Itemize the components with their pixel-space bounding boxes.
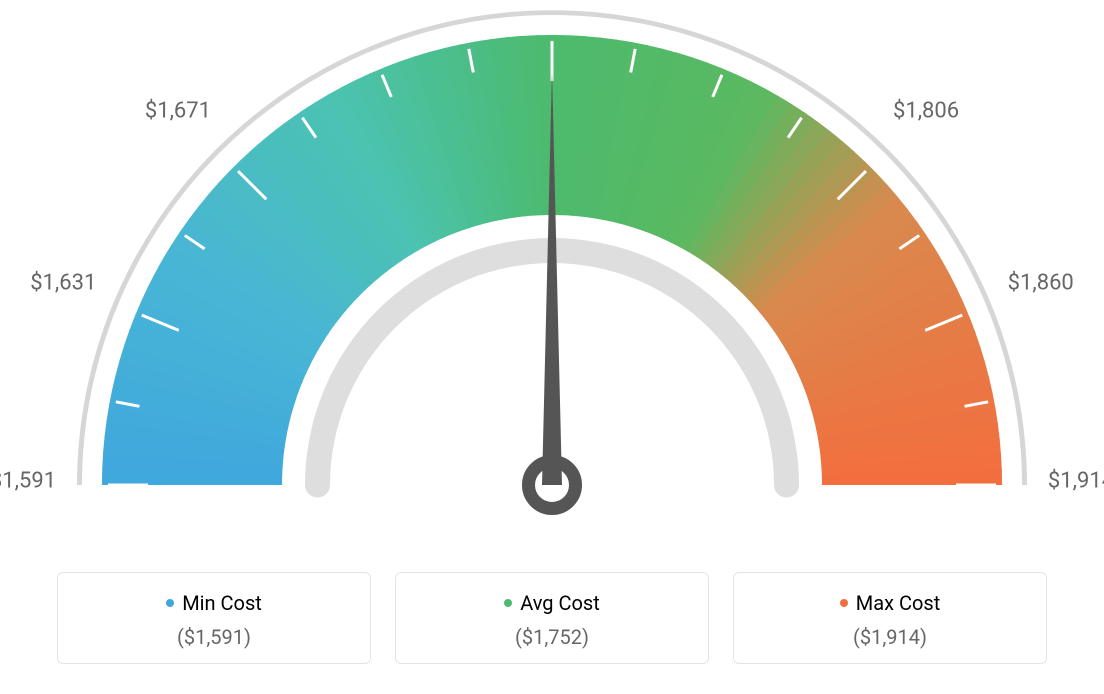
legend-title-max-text: Max Cost — [856, 591, 941, 615]
legend-value-min: ($1,591) — [58, 625, 370, 649]
legend-dot-min-icon — [166, 599, 174, 607]
gauge-chart: $1,591$1,631$1,671$1,752$1,806$1,860$1,9… — [0, 0, 1104, 690]
legend-card-avg: Avg Cost ($1,752) — [395, 572, 709, 664]
legend-card-max: Max Cost ($1,914) — [733, 572, 1047, 664]
gauge-tick-label: $1,591 — [0, 469, 56, 494]
legend-value-avg: ($1,752) — [396, 625, 708, 649]
legend-card-min: Min Cost ($1,591) — [57, 572, 371, 664]
gauge-tick-label: $1,914 — [1048, 469, 1104, 494]
gauge-tick-label: $1,631 — [30, 270, 96, 295]
legend-title-min-text: Min Cost — [182, 591, 262, 615]
legend-title-max: Max Cost — [840, 591, 941, 615]
legend-value-max: ($1,914) — [734, 625, 1046, 649]
gauge-tick-label: $1,806 — [893, 98, 959, 123]
legend-title-min: Min Cost — [166, 591, 262, 615]
gauge-tick-label: $1,860 — [1008, 270, 1074, 295]
legend-title-avg: Avg Cost — [504, 591, 600, 615]
legend-title-avg-text: Avg Cost — [520, 591, 600, 615]
legend-row: Min Cost ($1,591) Avg Cost ($1,752) Max … — [0, 572, 1104, 664]
legend-dot-avg-icon — [504, 599, 512, 607]
gauge-tick-label: $1,671 — [145, 98, 211, 123]
legend-dot-max-icon — [840, 599, 848, 607]
